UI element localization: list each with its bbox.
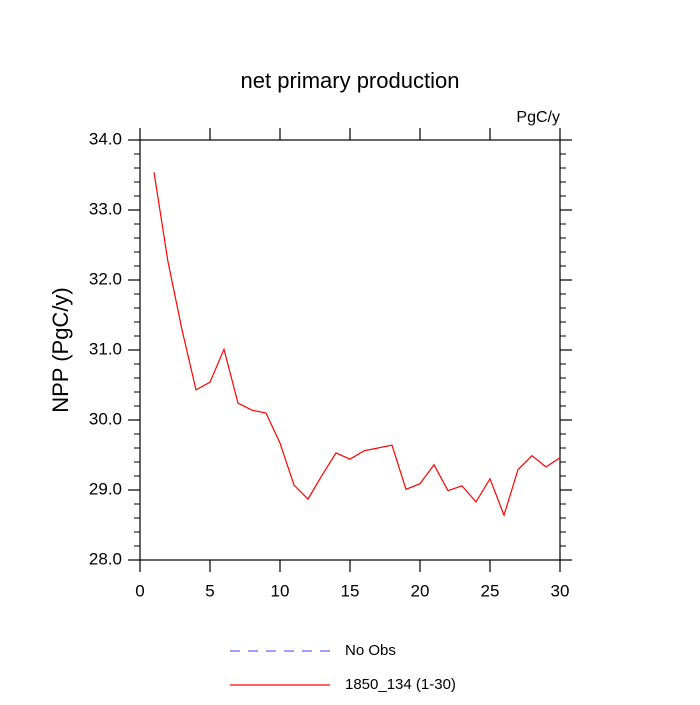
y-tick-label: 34.0 [89,129,122,148]
y-tick-label: 33.0 [89,199,122,218]
x-tick-label: 30 [551,581,570,600]
legend-label: No Obs [345,642,396,659]
x-tick-label: 10 [271,581,290,600]
chart-subtitle: PgC/y [516,109,560,126]
x-tick-label: 25 [481,581,500,600]
legend-label: 1850_134 (1-30) [345,676,456,693]
y-tick-label: 30.0 [89,409,122,428]
y-tick-label: 31.0 [89,339,122,358]
x-tick-label: 15 [341,581,360,600]
y-axis-label: NPP (PgC/y) [48,287,73,413]
chart-title: net primary production [241,68,460,93]
y-tick-label: 32.0 [89,269,122,288]
x-tick-label: 5 [205,581,214,600]
data-line [153,172,561,518]
y-tick-label: 28.0 [89,549,122,568]
x-tick-label: 0 [135,581,144,600]
x-tick-label: 20 [411,581,430,600]
y-tick-label: 29.0 [89,479,122,498]
